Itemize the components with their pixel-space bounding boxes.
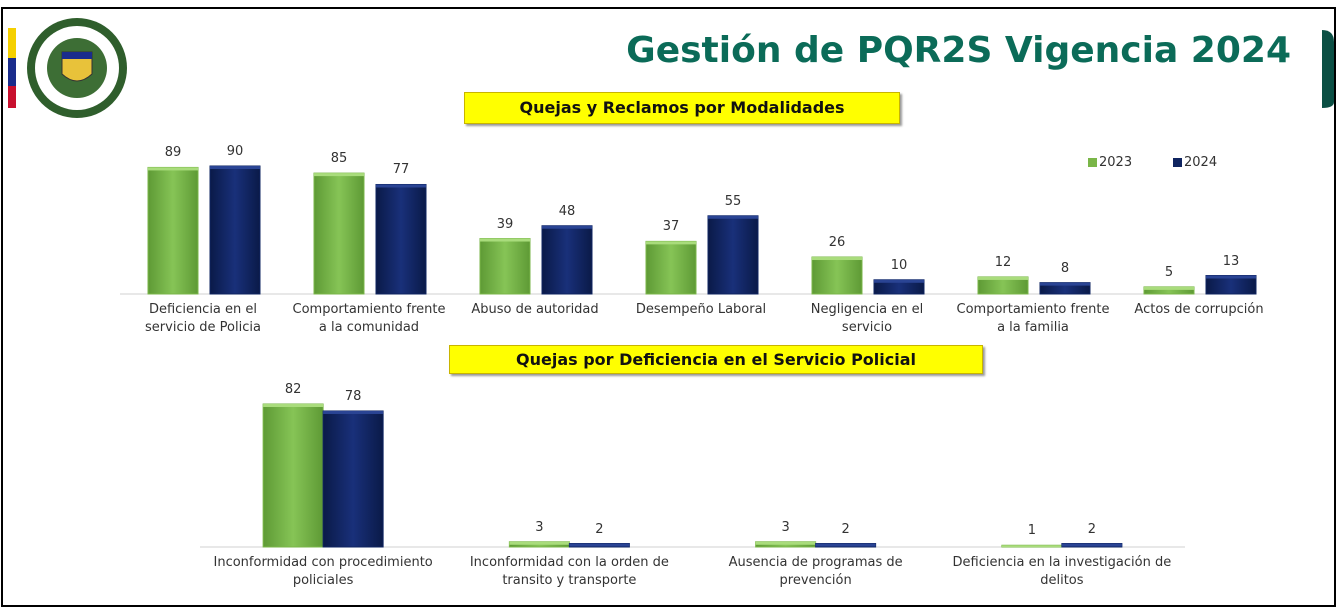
data-label: 5 (1164, 264, 1174, 280)
data-label: 13 (1222, 253, 1240, 269)
bar (322, 410, 384, 548)
bar-top (376, 184, 426, 188)
data-label: 3 (535, 519, 544, 535)
data-label: 2 (1087, 521, 1097, 537)
slide-title: Gestión de PQR2S Vigencia 2024 (626, 30, 1291, 71)
data-label: 3 (781, 519, 790, 535)
legend-label: 2024 (1184, 155, 1218, 170)
flag-red (8, 86, 16, 108)
bar (209, 165, 261, 295)
data-label: 12 (994, 254, 1012, 270)
data-label: 10 (890, 257, 908, 273)
bar-top (263, 404, 324, 407)
bar-top (708, 215, 758, 219)
x-tick-label: Actos de corrupción (1134, 302, 1264, 317)
x-tick-label: Desempeño Laboral (635, 302, 767, 317)
bar (707, 215, 759, 295)
data-label: 77 (392, 162, 410, 178)
bar (313, 172, 365, 295)
data-label: 78 (344, 388, 362, 404)
data-label: 89 (164, 145, 182, 161)
x-tick-label: Comportamiento frente a la familia (956, 302, 1110, 335)
bar-top (812, 257, 862, 261)
x-tick-label: Deficiencia en el servicio de Policia (145, 302, 261, 335)
x-tick-label: Inconformidad con la orden de transito y… (469, 555, 669, 588)
data-label: 48 (558, 203, 576, 219)
frame (1, 7, 1336, 607)
bar-top (509, 541, 570, 545)
x-tick-label: Negligencia en el servicio (810, 302, 924, 335)
chart-title: Quejas por Deficiencia en el Servicio Po… (449, 345, 983, 374)
data-label: 2 (841, 521, 850, 537)
bar-top (646, 241, 696, 245)
x-tick-label: Deficiencia en la investigación de delit… (952, 555, 1172, 588)
bar (375, 183, 427, 295)
bar-top (1144, 286, 1194, 290)
bar (645, 240, 697, 295)
data-label: 37 (662, 219, 680, 235)
data-label: 39 (496, 216, 514, 232)
bar-top (569, 543, 630, 547)
legend-label: 2023 (1099, 155, 1133, 170)
data-label: 8 (1060, 260, 1070, 276)
data-label: 85 (330, 151, 348, 167)
bar (541, 225, 593, 295)
bar-top (755, 541, 816, 545)
flag-yellow (8, 28, 16, 58)
flag-blue (8, 58, 16, 86)
bar (479, 238, 531, 295)
data-label: 1 (1027, 523, 1037, 539)
bar-top (1001, 545, 1062, 547)
bar-top (210, 166, 260, 169)
bar-top (1061, 543, 1122, 547)
data-label: 2 (595, 521, 604, 537)
bar-top (480, 238, 530, 242)
x-tick-label: Ausencia de programas de prevención (728, 555, 903, 588)
bar-top (1206, 275, 1256, 279)
logo (27, 18, 127, 118)
x-tick-label: Abuso de autoridad (471, 302, 599, 317)
bar (262, 403, 324, 548)
side-tab (1322, 30, 1334, 108)
x-tick-label: Inconformidad con procedimiento policial… (213, 555, 433, 588)
data-label: 90 (226, 144, 244, 159)
data-label: 55 (724, 193, 742, 209)
bar-top (815, 543, 876, 547)
bar-top (148, 167, 198, 171)
bar-top (323, 410, 384, 414)
bar-top (874, 279, 924, 283)
bar-top (542, 225, 592, 229)
legend-swatch (1173, 158, 1182, 167)
bar-top (314, 173, 364, 177)
legend-swatch (1088, 158, 1097, 167)
chart-title: Quejas y Reclamos por Modalidades (464, 92, 900, 124)
data-label: 26 (828, 235, 846, 251)
bar (147, 166, 199, 295)
bar-top (978, 276, 1028, 280)
bar (811, 256, 863, 295)
data-label: 82 (284, 382, 302, 397)
bar-top (1040, 282, 1090, 286)
x-tick-label: Comportamiento frente a la comunidad (292, 302, 446, 335)
